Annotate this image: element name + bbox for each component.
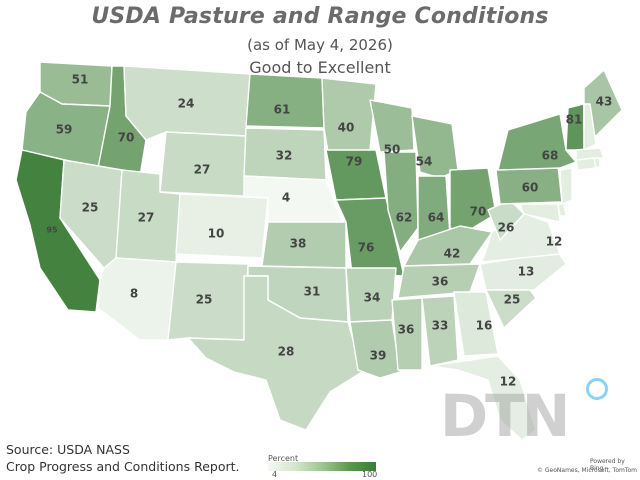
state-value-ar: 34: [364, 291, 381, 305]
map-credit-sources: © GeoNames, Microsoft, TomTom: [537, 467, 638, 474]
map-title: USDA Pasture and Range Conditions: [91, 4, 549, 29]
state-value-ks: 38: [290, 237, 307, 251]
state-value-in: 64: [428, 211, 445, 225]
state-mn: [321, 77, 377, 153]
state-value-ga: 16: [476, 319, 493, 333]
source-line-1: Source: USDA NASS: [6, 442, 130, 457]
state-vt: [565, 103, 585, 151]
legend-color-bar: [268, 462, 376, 471]
state-value-il: 62: [396, 211, 413, 225]
state-value-tx: 28: [278, 345, 295, 359]
state-la: [349, 319, 401, 379]
state-fl: [429, 355, 537, 441]
state-wi: [369, 99, 415, 153]
state-nj: [559, 167, 573, 205]
state-value-wv: 26: [498, 221, 515, 235]
state-value-vt: 81: [566, 113, 583, 127]
legend-title: Percent: [268, 454, 299, 463]
state-co: [175, 193, 269, 259]
state-value-nc: 13: [518, 265, 535, 279]
state-value-ut: 27: [138, 211, 155, 225]
state-value-ne: 4: [282, 191, 290, 205]
state-value-la: 39: [370, 349, 387, 363]
state-value-mo: 76: [358, 241, 375, 255]
state-value-ok: 31: [304, 285, 321, 299]
state-al: [421, 295, 459, 367]
state-ri: [593, 157, 601, 169]
source-line-2: Crop Progress and Conditions Report.: [6, 459, 240, 474]
state-value-az: 8: [130, 287, 138, 301]
state-value-pa: 60: [522, 181, 539, 195]
map-subtitle: Good to Excellent: [249, 58, 391, 77]
state-value-va: 12: [546, 235, 563, 249]
state-mi: [411, 115, 459, 179]
legend-max-label: 100: [362, 470, 378, 479]
state-value-nv: 25: [82, 201, 99, 215]
dtn-logo: DTN: [440, 382, 570, 450]
state-ct: [575, 157, 597, 171]
state-value-ky: 42: [444, 247, 461, 261]
state-de: [557, 203, 567, 217]
state-value-sd: 32: [276, 149, 293, 163]
state-ky: [403, 225, 493, 267]
state-ny: [497, 113, 577, 171]
state-value-ny: 68: [542, 149, 559, 163]
state-value-ca: 95: [46, 226, 58, 235]
map-date: (as of May 4, 2026): [247, 36, 393, 54]
state-md: [519, 203, 561, 223]
legend-min-label: 4: [272, 470, 278, 479]
state-value-me: 43: [596, 95, 613, 109]
state-value-sc: 25: [504, 293, 521, 307]
state-nd: [245, 73, 325, 129]
state-oh: [449, 167, 497, 233]
dtn-logo-ring-icon: [586, 378, 608, 400]
map-credit-bing: Powered by Bing: [590, 458, 625, 472]
state-ma: [575, 147, 605, 161]
state-value-nd: 61: [274, 103, 291, 117]
state-ms: [391, 297, 423, 371]
state-value-al: 33: [432, 319, 449, 333]
state-value-nm: 25: [196, 293, 213, 307]
state-value-wy: 27: [194, 163, 211, 177]
state-value-co: 10: [208, 227, 225, 241]
state-value-ia: 79: [346, 155, 363, 169]
state-value-wi: 50: [384, 143, 401, 157]
state-value-or: 59: [56, 123, 73, 137]
state-value-mn: 40: [338, 121, 355, 135]
source-note: Source: USDA NASS Crop Progress and Cond…: [6, 441, 240, 475]
state-value-oh: 70: [470, 205, 487, 219]
state-tx: [187, 275, 363, 431]
state-value-mt: 24: [178, 97, 195, 111]
state-il: [383, 151, 419, 253]
state-value-mi: 54: [416, 155, 433, 169]
state-value-ms: 36: [398, 323, 415, 337]
state-value-wa: 51: [72, 73, 89, 87]
state-ga: [453, 291, 499, 357]
state-value-id: 70: [118, 131, 135, 145]
state-value-fl: 12: [500, 375, 517, 389]
state-value-tn: 36: [432, 275, 449, 289]
state-nh: [583, 103, 597, 151]
